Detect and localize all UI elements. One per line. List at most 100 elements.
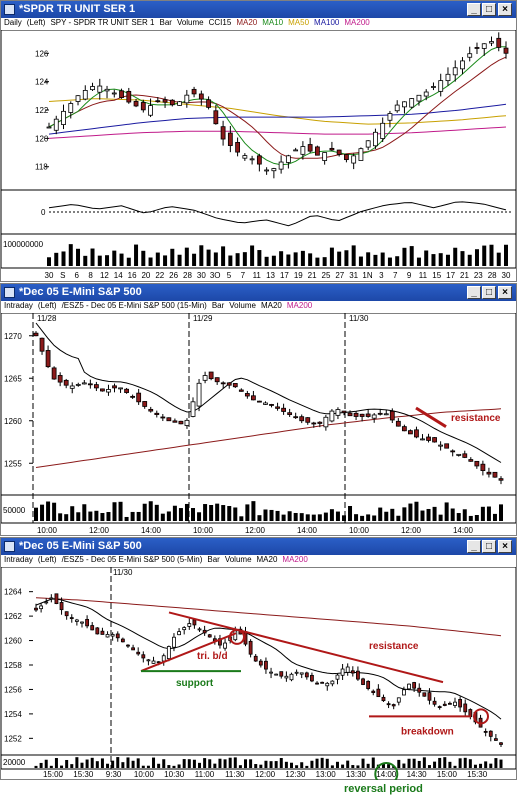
y-tick-label: 1255 — [4, 459, 22, 468]
candle — [242, 155, 248, 159]
candle — [452, 67, 458, 76]
candle — [202, 375, 208, 381]
minimize-icon[interactable]: _ — [467, 286, 481, 299]
volume-bar — [148, 257, 153, 266]
window-titlebar[interactable]: *Dec 05 E-Mini S&P 500 _ □ × — [1, 284, 516, 301]
candle — [315, 682, 319, 685]
x-tick-label: 6 — [74, 271, 79, 280]
volume-bar — [82, 504, 87, 521]
x-tick-label: 31 — [349, 271, 358, 280]
candle — [85, 618, 89, 627]
candle — [97, 85, 103, 93]
candle — [492, 471, 498, 478]
minimize-icon[interactable]: _ — [467, 540, 481, 553]
candle — [81, 382, 87, 385]
volume-bar — [361, 758, 365, 768]
volume-bar — [90, 757, 94, 768]
volume-bar — [443, 757, 447, 768]
candle — [371, 414, 377, 419]
y-tick-label: 118 — [35, 163, 48, 172]
breakdown-marker — [473, 708, 489, 725]
x-tick-label: 14:00 — [297, 526, 318, 535]
chart-window-es-15min[interactable]: *Dec 05 E-Mini S&P 500 _ □ × Intraday (Le… — [0, 283, 517, 536]
candle — [105, 634, 110, 638]
candle — [220, 126, 226, 140]
volume-bar — [184, 503, 189, 521]
volume-bar — [221, 505, 226, 521]
minimize-icon[interactable]: _ — [467, 3, 481, 16]
y-tick-label: 1265 — [4, 374, 22, 383]
candle — [191, 88, 197, 95]
volume-bar — [387, 257, 392, 266]
info-interval: Intraday — [4, 555, 33, 564]
candle — [202, 629, 207, 634]
maximize-icon[interactable]: □ — [482, 286, 496, 299]
chart-area[interactable]: 1264 1262 1260 1258 1256 1254 1252 11/30 tri. b/… — [1, 567, 516, 780]
candle — [460, 60, 465, 70]
candle — [463, 703, 468, 713]
candle — [148, 408, 154, 412]
candle — [350, 670, 355, 674]
reversal-period-label: reversal period — [344, 783, 423, 795]
candle — [119, 90, 124, 98]
maximize-icon[interactable]: □ — [482, 540, 496, 553]
close-icon[interactable]: × — [498, 540, 512, 553]
volume-bar — [317, 514, 322, 521]
volume-bar — [34, 507, 38, 521]
maximize-icon[interactable]: □ — [482, 3, 496, 16]
candle — [133, 101, 139, 107]
volume-bar — [373, 254, 378, 266]
candle — [110, 634, 115, 637]
volume-bar — [275, 510, 280, 521]
volume-bar — [76, 512, 81, 521]
candle — [177, 631, 181, 636]
candle — [49, 597, 54, 600]
volume-bar — [112, 502, 117, 521]
volume-bar — [116, 757, 120, 768]
volume-bar — [417, 760, 421, 768]
volume-bar — [305, 514, 310, 521]
volume-bar — [395, 256, 400, 266]
volume-bar — [300, 762, 304, 768]
candle — [148, 105, 153, 116]
chart-area[interactable]: 1270 1265 1260 1255 11/28 11/29 11/30 resistanc… — [1, 313, 516, 536]
volume-bar — [371, 757, 375, 768]
window-titlebar[interactable]: *Dec 05 E-Mini S&P 500 _ □ × — [1, 538, 516, 555]
volume-panel — [1, 233, 516, 269]
chart-window-spy[interactable]: *SPDR TR UNIT SER 1 _ □ × Daily (Left) SPY… — [0, 0, 517, 282]
resistance-line — [415, 406, 447, 428]
volume-bar — [126, 757, 130, 768]
window-titlebar[interactable]: *SPDR TR UNIT SER 1 _ □ × — [1, 1, 516, 18]
candle — [257, 400, 262, 403]
candle — [458, 699, 463, 708]
volume-bar — [431, 254, 436, 266]
x-tick-label: 16 — [128, 271, 137, 280]
volume-bar — [414, 501, 419, 521]
x-tick-label: 15 — [432, 271, 441, 280]
close-icon[interactable]: × — [498, 286, 512, 299]
volume-bar — [458, 758, 462, 768]
x-tick-label: 12:00 — [245, 526, 266, 535]
close-icon[interactable]: × — [498, 3, 512, 16]
volume-bar — [263, 509, 268, 521]
volume-bar — [279, 251, 284, 266]
ma100-line — [48, 103, 507, 135]
volume-bar — [427, 765, 431, 768]
volume-bar — [257, 515, 262, 521]
chart-area[interactable]: 126 124 122 120 118 0 100000000 30 S 6 8 12 14 16 20 22… — [1, 30, 516, 282]
volume-bar — [412, 758, 416, 768]
volume-bar — [218, 758, 222, 768]
chart-window-es-5min[interactable]: *Dec 05 E-Mini S&P 500 _ □ × Intraday (Le… — [0, 537, 517, 780]
candle — [178, 420, 184, 425]
y-tick-label: 1262 — [4, 612, 22, 621]
volume-bar — [118, 501, 123, 521]
volume-bar — [341, 515, 346, 521]
y-tick-label: 1252 — [4, 734, 22, 743]
candle — [253, 655, 258, 662]
volume-bar — [281, 514, 286, 521]
candle — [233, 630, 238, 641]
candle — [409, 98, 415, 108]
volume-bar — [474, 249, 479, 266]
x-tick-label: 30 — [502, 271, 511, 280]
ma20-line — [35, 322, 502, 463]
